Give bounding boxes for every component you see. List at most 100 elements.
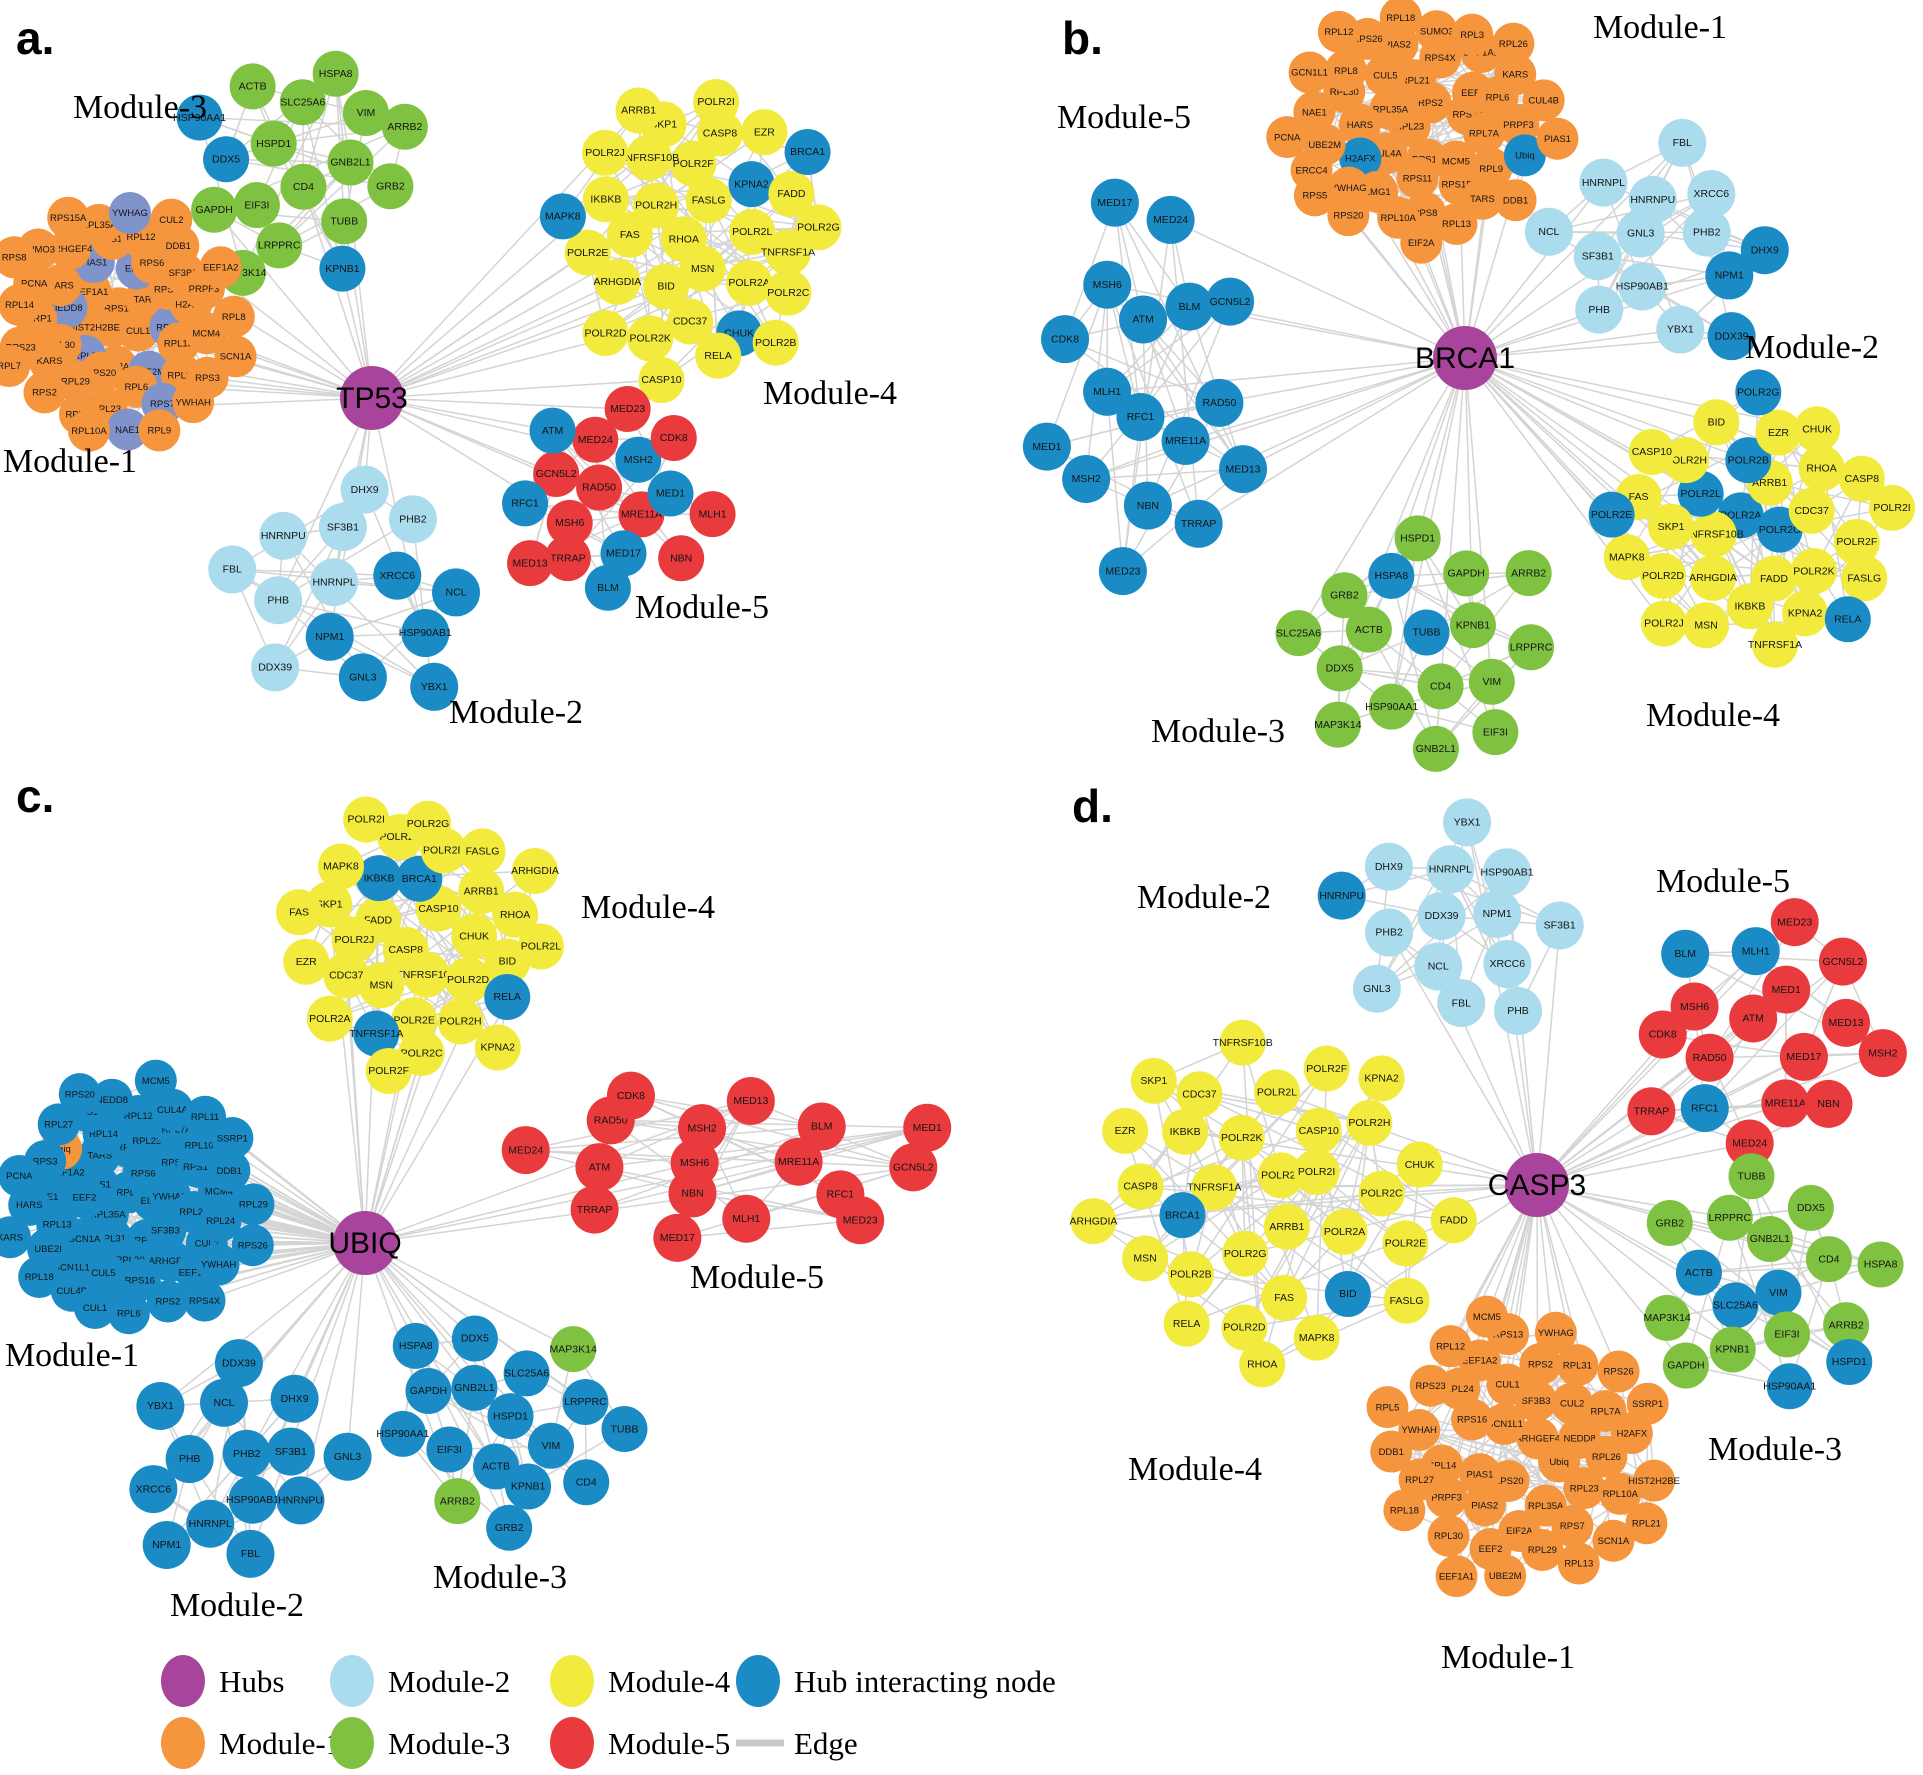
node-rfc1[interactable] [502,480,549,527]
node-pcna[interactable] [0,1154,41,1197]
node-eif2a[interactable] [1400,221,1443,264]
hub-node-casp3[interactable] [1505,1153,1569,1217]
node-gnl3[interactable] [323,1432,372,1481]
node-arrb2[interactable] [381,103,428,150]
node-cul1[interactable] [74,1286,117,1329]
node-mcm5[interactable] [134,1059,177,1102]
node-rhoa[interactable] [1239,1341,1286,1388]
node-rpl9[interactable] [138,409,181,452]
node-hsp90ab1[interactable] [1483,848,1532,897]
node-fbl[interactable] [1437,979,1486,1028]
node-grb2[interactable] [1646,1200,1693,1247]
node-hnrnpl[interactable] [310,558,359,607]
node-msh6[interactable] [1083,260,1132,309]
node-eif3i[interactable] [426,1426,473,1473]
node-chuk[interactable] [451,913,498,960]
node-tnfrsf10b[interactable] [1690,511,1737,558]
node-sumo3[interactable] [1415,10,1458,53]
node-trrap[interactable] [570,1185,619,1234]
node-hsp90ab1[interactable] [401,609,450,658]
node-ncl[interactable] [432,568,481,617]
node-skp1[interactable] [1648,503,1695,550]
node-faslg[interactable] [459,828,506,875]
node-phb2[interactable] [222,1429,271,1478]
node-rpl7[interactable] [0,345,31,388]
node-rpl23[interactable] [1563,1467,1606,1510]
node-faslg[interactable] [1383,1277,1430,1324]
node-mre11a[interactable] [1161,416,1210,465]
node-ddx5[interactable] [451,1315,498,1362]
node-ikbkb[interactable] [356,855,403,902]
node-casp10[interactable] [1295,1107,1342,1154]
node-phb[interactable] [1575,285,1624,334]
node-rps20[interactable] [58,1073,101,1116]
node-ezr[interactable] [1755,409,1802,456]
node-blm[interactable] [584,564,631,611]
node-hsp90aa1[interactable] [1766,1363,1813,1410]
node-blm[interactable] [1165,282,1214,331]
node-msh2[interactable] [615,436,662,483]
node-cd4[interactable] [280,163,327,210]
node-ddx39[interactable] [1417,891,1466,940]
node-lrpprc[interactable] [1706,1194,1753,1241]
node-vim[interactable] [527,1422,574,1469]
node-mapk8[interactable] [317,843,364,890]
node-rad50[interactable] [576,464,623,511]
node-hsp90ab1[interactable] [1618,262,1667,311]
node-ube2m[interactable] [1484,1554,1527,1597]
node-rpl24[interactable] [199,1199,242,1242]
node-med17[interactable] [1779,1032,1828,1081]
node-fadd[interactable] [1430,1197,1477,1244]
node-med24[interactable] [501,1126,550,1175]
node-hspa8[interactable] [312,50,359,97]
node-brca1[interactable] [784,129,831,176]
node-ubiq[interactable] [1503,134,1546,177]
node-mre11a[interactable] [1761,1079,1810,1128]
node-ssrp1[interactable] [211,1117,254,1160]
node-hnrnpu[interactable] [1317,871,1366,920]
node-hspd1[interactable] [1826,1338,1873,1385]
node-med13[interactable] [1822,998,1871,1047]
node-fas[interactable] [1261,1274,1308,1321]
node-kpna2[interactable] [1358,1055,1405,1102]
node-tubb[interactable] [1728,1153,1775,1200]
node-atm[interactable] [1119,295,1168,344]
node-tubb[interactable] [1403,609,1450,656]
node-polr2b[interactable] [1167,1251,1214,1298]
node-phb[interactable] [254,576,303,625]
node-cd4[interactable] [563,1459,610,1506]
node-polr2c[interactable] [1358,1170,1405,1217]
node-ybx1[interactable] [1656,305,1705,354]
node-fas[interactable] [606,211,653,258]
hub-node-brca1[interactable] [1433,326,1497,390]
node-hnrnpu[interactable] [1628,175,1677,224]
node-arrb1[interactable] [1263,1203,1310,1250]
node-fbl[interactable] [226,1529,275,1578]
node-slc25a6[interactable] [279,79,326,126]
node-rela[interactable] [1163,1300,1210,1347]
node-pias1[interactable] [1536,117,1579,160]
node-rad50[interactable] [1195,378,1244,427]
node-ncl[interactable] [1524,207,1573,256]
node-ezr[interactable] [741,109,788,156]
node-med13[interactable] [1219,445,1268,494]
node-med23[interactable] [604,385,651,432]
node-tnfrsf1a[interactable] [1191,1164,1238,1211]
node-grb2[interactable] [1321,572,1368,619]
node-polr2h[interactable] [1346,1099,1393,1146]
node-nedd8[interactable] [90,1078,133,1121]
node-rps26[interactable] [1597,1350,1640,1393]
node-polr2g[interactable] [1222,1230,1269,1277]
node-polr2j[interactable] [1640,600,1687,647]
node-ywhah[interactable] [172,381,215,424]
node-arhgdia[interactable] [512,847,559,894]
node-msn[interactable] [679,245,726,292]
node-sf3b1[interactable] [1573,232,1622,281]
node-rps20[interactable] [1327,194,1370,237]
node-msh2[interactable] [678,1104,727,1153]
node-npm1[interactable] [1705,251,1754,300]
node-rpl14[interactable] [0,283,41,326]
node-casp10[interactable] [638,356,685,403]
node-sf3b1[interactable] [318,503,367,552]
node-actb[interactable] [1345,606,1392,653]
